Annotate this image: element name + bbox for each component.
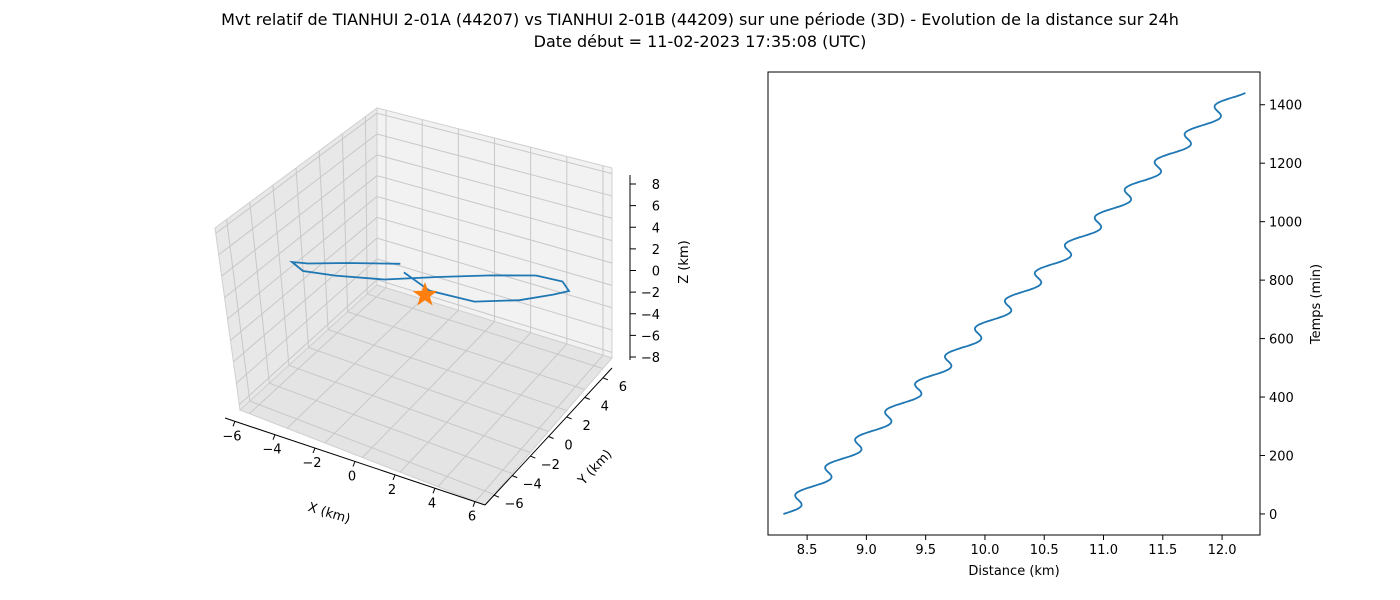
x-tick-label: 2 [388,483,396,498]
z-tick-label: 2 [652,243,660,258]
y-tick [584,396,590,400]
z-tick-label: 6 [652,200,660,215]
z-tick-label: 0 [652,265,660,280]
y-tick [530,455,536,459]
y-tick [493,494,500,498]
z-tick-label: 8 [652,178,660,193]
x-axis-label: Distance (km) [968,564,1059,579]
x-tick-label: 9.0 [856,543,877,558]
y-tick-label: 400 [1269,391,1294,406]
x-tick-label: 11.5 [1148,543,1177,558]
grid-line [327,329,567,411]
z-tick-label: 4 [652,221,660,236]
chart-title: Mvt relatif de TIANHUI 2-01A (44207) vs … [221,10,1179,29]
grid-line [249,400,495,495]
x-ticks: 8.5 9.0 9.5 10.0 10.5 11.0 11.5 12.0 [797,535,1237,558]
y-tick-label: 0 [1269,508,1277,523]
x-tick-label: 11.0 [1089,543,1118,558]
x-tick [472,501,476,507]
y-tick-label: −2 [541,458,560,473]
y-tick-label: 6 [619,380,627,395]
y-tick [566,416,572,420]
y-tick-label: 2 [583,419,591,434]
y-axis-label: Temps (min) [1309,264,1324,345]
grid-line [235,258,378,384]
y-tick [602,377,609,381]
z-tick-label: −8 [641,351,660,366]
x-tick-label: 6 [468,510,476,525]
grid-line [288,364,531,453]
x-tick-label: 10.5 [1030,543,1059,558]
x-tick [432,488,436,494]
x-tick-label: −4 [262,443,281,458]
floor-pane [239,284,613,506]
grid-line [230,216,378,341]
grid-line [376,258,613,331]
y-tick-label: 1000 [1269,216,1302,231]
grid-line [218,133,378,256]
grid-line [376,154,613,219]
x-tick [312,447,316,454]
x-tick [352,461,356,467]
y-tick-label: 800 [1269,274,1294,289]
grid-line [347,311,585,390]
orbit-line [289,260,571,303]
grid-line [376,175,613,242]
y-tick-label: 600 [1269,333,1294,348]
grid-line [227,196,378,320]
grid-3d [215,110,613,502]
satellite-star-marker [412,282,438,306]
distance-time-plot: 8.5 9.0 9.5 10.0 10.5 11.0 11.5 12.0 0 200 400 600… [767,71,1324,579]
grid-line [238,279,378,406]
y-tick [548,436,554,439]
x-tick-label: 9.5 [915,543,936,558]
x-tick-label: 4 [428,496,436,511]
x-tick-label: 8.5 [797,543,818,558]
y-tick-label: 4 [601,399,609,414]
x-tick [392,474,396,481]
y-tick [512,475,518,479]
grid-line [233,237,378,363]
z-tick-label: −6 [641,329,660,344]
grid-line [269,382,513,474]
grid-line [224,175,378,298]
y-ticks: 0 200 400 600 800 1000 1200 1400 [1260,99,1302,523]
y-tick-label: 1400 [1269,99,1302,114]
grid-line [376,196,613,264]
x-tick [272,434,276,440]
grid-line [367,293,604,369]
grid-line [376,133,613,197]
grid-line [376,216,613,286]
y-tick-label: −6 [504,497,523,512]
y-tick-label: 200 [1269,449,1294,464]
y-axis-label: Y (km) [575,447,616,489]
x-tick [232,421,236,427]
z-tick-label: −2 [641,286,660,301]
grid-line [376,112,613,175]
y-tick-label: 0 [564,439,572,454]
y-tick-label: 1200 [1269,157,1302,172]
x-tick-label: −6 [222,429,241,444]
x-tick-label: 12.0 [1208,543,1237,558]
plot-frame [767,71,1261,536]
z-axis-label: Z (km) [677,240,692,283]
x-tick-label: 0 [348,470,356,485]
x-tick-label: −2 [302,456,321,471]
grid-line [308,347,549,432]
chart-subtitle: Date début = 11-02-2023 17:35:08 (UTC) [533,32,867,51]
grid-line [215,112,378,234]
x-tick-label: 10.0 [970,543,999,558]
distance-curve [783,92,1246,515]
grid-line [376,237,613,309]
z-tick-label: −4 [641,308,660,323]
grid-line [221,154,378,277]
x-axis-label: X (km) [306,500,352,527]
y-tick-label: −4 [523,478,542,493]
